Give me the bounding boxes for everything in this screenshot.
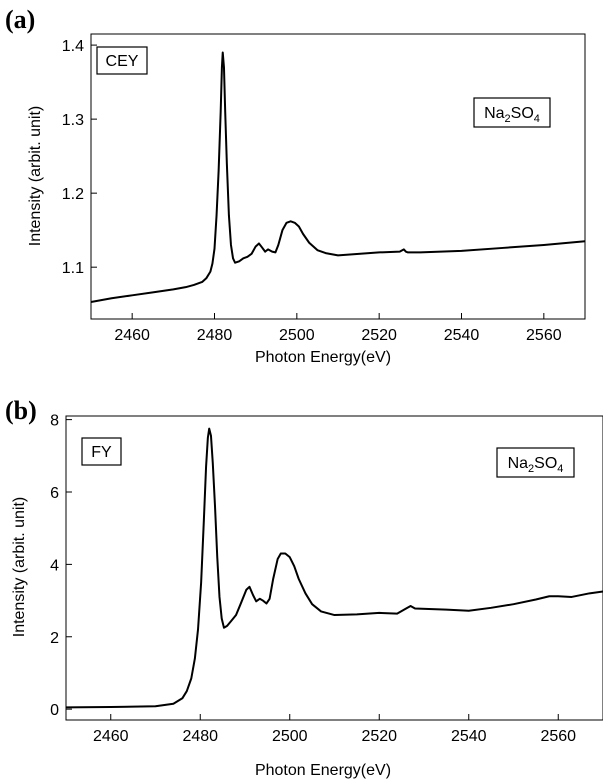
panel-b-y-tick-label: 2: [50, 630, 59, 647]
panel-a-sample-label: Na2SO4: [484, 105, 540, 125]
panel-b-y-axis-label: Intensity (arbit. unit): [11, 497, 28, 638]
panel-a-x-tick-label: 2560: [526, 327, 562, 344]
panel-b-method-box-frame: [81, 437, 122, 466]
panel-b-frame: [65, 415, 603, 721]
panel-a-method-box: CEY: [96, 46, 148, 75]
panel-a-x-axis-label: Photon Energy(eV): [255, 349, 391, 366]
panel-a-method-box-frame: [96, 46, 148, 75]
panel-b-letter: (b): [5, 396, 37, 425]
panel-a-frame: [90, 33, 586, 320]
panel-b-x-tick-label: 2460: [93, 728, 129, 745]
panel-b-x-tick-label: 2540: [451, 728, 487, 745]
panel-a-x-tick-label: 2480: [197, 327, 233, 344]
panel-a-x-tick-label: 2520: [361, 327, 397, 344]
panel-a-sample-box-frame: [473, 97, 551, 128]
panel-b-method-label: FY: [91, 444, 112, 461]
panel-a-y-tick-label: 1.2: [62, 186, 84, 203]
panel-a-method-label: CEY: [106, 53, 139, 70]
panel-a: (a) 2460 2480 2500 2520 2540 2560 1.11.21.31.…: [5, 5, 586, 366]
panel-b-sample-box: Na2SO4: [496, 447, 575, 478]
panel-a-y-axis-label: Intensity (arbit. unit): [27, 106, 44, 247]
panel-a-x-tick-label: 2500: [279, 327, 315, 344]
panel-b: (b) 2460 2480 2500 2520 2540 2560 0 2 4 6 8 FY Na…: [5, 396, 603, 779]
panel-a-y-tick-label: 1.4: [62, 38, 84, 55]
panel-a-letter: (a): [5, 5, 35, 34]
panel-b-x-tick-label: 2500: [272, 728, 308, 745]
panel-b-sample-label: Na2SO4: [508, 455, 564, 475]
panel-a-y-tick-label: 1.1: [62, 260, 84, 277]
panel-b-y-ticks: 0 2 4 6 8: [50, 413, 72, 719]
panel-a-y-ticks: 1.1 1.2 1.3 1.4: [62, 38, 97, 277]
panel-a-x-ticks: 2460 2480 2500 2520 2540 2560: [114, 313, 562, 344]
panel-b-sample-box-frame: [496, 447, 575, 478]
panel-b-x-tick-label: 2520: [361, 728, 397, 745]
panel-a-x-tick-label: 2540: [444, 327, 480, 344]
panel-b-series-line: [65, 427, 603, 709]
panel-a-x-tick-label: 2460: [114, 327, 150, 344]
panel-a-series-line: [90, 51, 586, 303]
panel-b-y-tick-label: 0: [50, 702, 59, 719]
panel-a-y-tick-label: 1.3: [62, 112, 84, 129]
panel-b-y-tick-label: 8: [50, 413, 59, 430]
panel-b-x-ticks: 2460 2480 2500 2520 2540 2560: [93, 714, 576, 745]
panel-b-y-tick-label: 6: [50, 485, 59, 502]
panel-b-method-box: FY: [81, 437, 122, 466]
panel-b-x-tick-label: 2480: [182, 728, 218, 745]
panel-b-x-axis-label: Photon Energy(eV): [255, 762, 391, 779]
panel-b-x-tick-label: 2560: [540, 728, 576, 745]
panel-b-y-tick-label: 4: [50, 557, 59, 574]
panel-a-sample-box: Na2SO4: [473, 97, 551, 128]
